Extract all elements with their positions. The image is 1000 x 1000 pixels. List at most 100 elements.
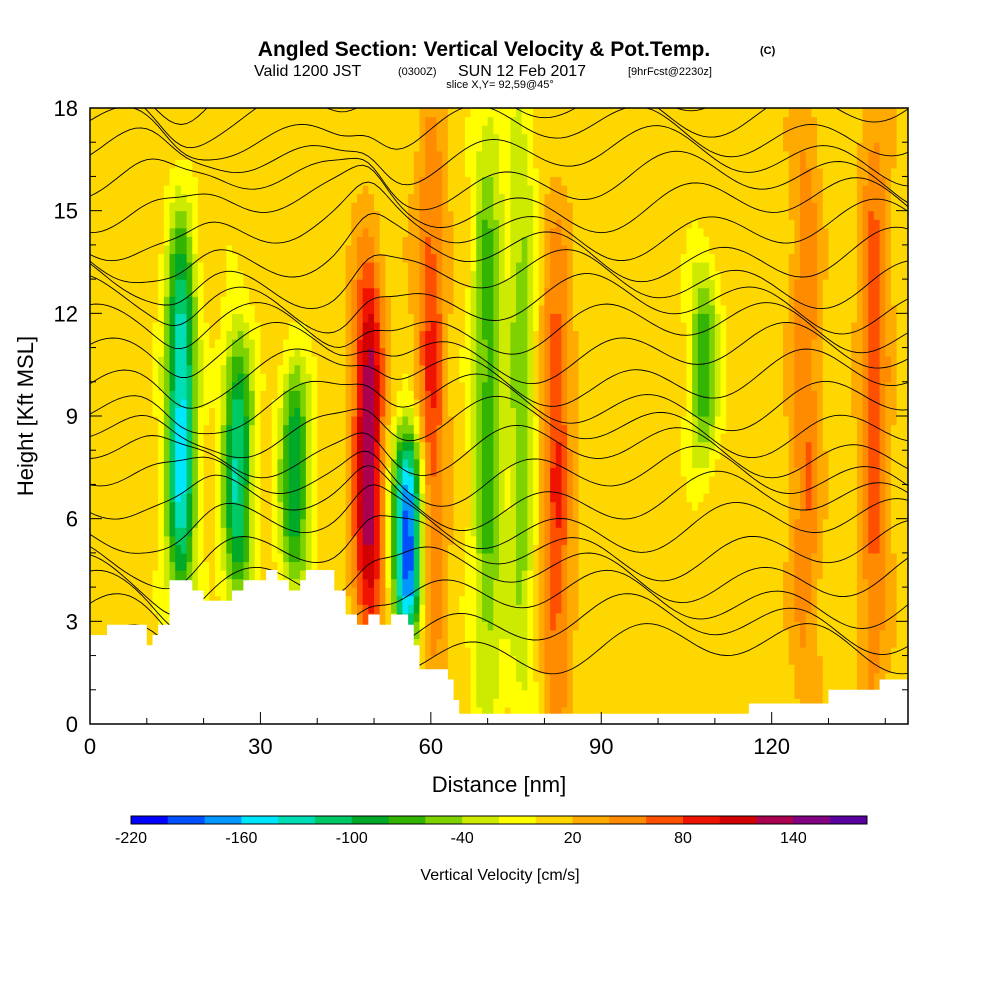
velocity-cell [266,467,273,477]
velocity-cell [379,330,386,340]
velocity-cell [112,484,119,494]
subtitle-utc: (0300Z) [398,66,437,78]
velocity-cell [214,390,222,400]
velocity-cell [124,321,131,332]
velocity-cell [305,407,313,417]
velocity-cell [129,236,137,246]
velocity-cell [135,304,142,314]
velocity-cell [163,484,171,494]
velocity-cell [442,270,449,280]
velocity-cell [436,510,443,520]
velocity-cell [368,313,375,323]
velocity-cell [379,159,386,169]
velocity-cell [180,510,188,520]
velocity-cell [430,647,438,657]
velocity-cell [141,262,148,272]
velocity-cell [447,125,455,135]
velocity-cell [334,347,341,357]
velocity-cell [402,450,409,460]
velocity-cell [254,501,262,511]
velocity-cell [158,304,165,314]
velocity-cell [408,287,415,297]
velocity-cell [368,279,375,289]
velocity-cell [419,373,426,383]
velocity-cell [260,381,267,391]
velocity-cell [186,108,193,118]
velocity-cell [459,321,466,332]
velocity-cell [203,253,210,263]
velocity-cell [141,227,148,237]
velocity-cell [101,467,108,477]
velocity-cell [379,227,386,237]
velocity-cell [266,185,273,195]
velocity-cell [413,108,421,118]
velocity-cell [214,202,222,212]
velocity-cell [351,407,358,417]
velocity-cell [197,578,205,588]
velocity-cell [430,595,438,605]
velocity-cell [175,321,182,332]
velocity-cell [294,330,301,340]
velocity-cell [470,527,477,537]
velocity-cell [476,133,483,143]
velocity-cell [356,424,364,434]
velocity-cell [425,381,432,391]
velocity-cell [209,535,216,545]
velocity-cell [442,185,449,195]
velocity-cell [220,287,227,297]
velocity-cell [425,604,432,614]
velocity-cell [425,664,432,674]
velocity-cell [470,664,477,674]
velocity-cell [214,150,222,160]
velocity-cell [459,544,466,554]
velocity-cell [396,210,404,220]
velocity-cell [163,527,171,537]
velocity-cell [322,552,330,563]
velocity-cell [481,698,489,708]
velocity-cell [317,475,324,486]
velocity-cell [288,262,296,272]
velocity-cell [368,347,375,357]
velocity-cell [283,279,290,289]
velocity-cell [464,108,472,118]
velocity-cell [271,561,279,571]
velocity-cell [90,142,97,152]
velocity-cell [368,227,375,237]
velocity-cell [101,159,108,169]
velocity-cell [180,270,188,280]
velocity-cell [226,493,233,503]
velocity-cell [396,441,404,451]
velocity-cell [391,244,398,255]
velocity-cell [283,544,290,554]
velocity-cell [374,330,381,340]
velocity-cell [254,535,262,545]
velocity-cell [351,253,358,263]
velocity-cell [186,304,193,314]
velocity-cell [220,339,227,349]
velocity-cell [95,621,102,631]
velocity-cell [379,210,386,220]
velocity-cell [90,441,97,451]
velocity-cell [107,364,114,374]
velocity-cell [141,210,148,220]
velocity-cell [322,467,330,477]
velocity-cell [379,253,386,263]
velocity-cell [339,484,347,494]
velocity-cell [362,253,369,263]
velocity-cell [118,142,125,152]
velocity-cell [356,416,364,426]
velocity-cell [425,518,432,528]
velocity-cell [459,150,466,160]
velocity-cell [447,433,455,443]
velocity-cell [464,321,472,332]
velocity-cell [425,193,432,203]
velocity-cell [464,287,472,297]
velocity-cell [107,424,114,434]
velocity-cell [391,552,398,563]
velocity-cell [447,510,455,520]
velocity-cell [101,133,108,143]
velocity-cell [237,287,244,297]
velocity-cell [385,373,392,383]
velocity-cell [95,185,102,195]
velocity-cell [249,544,256,554]
